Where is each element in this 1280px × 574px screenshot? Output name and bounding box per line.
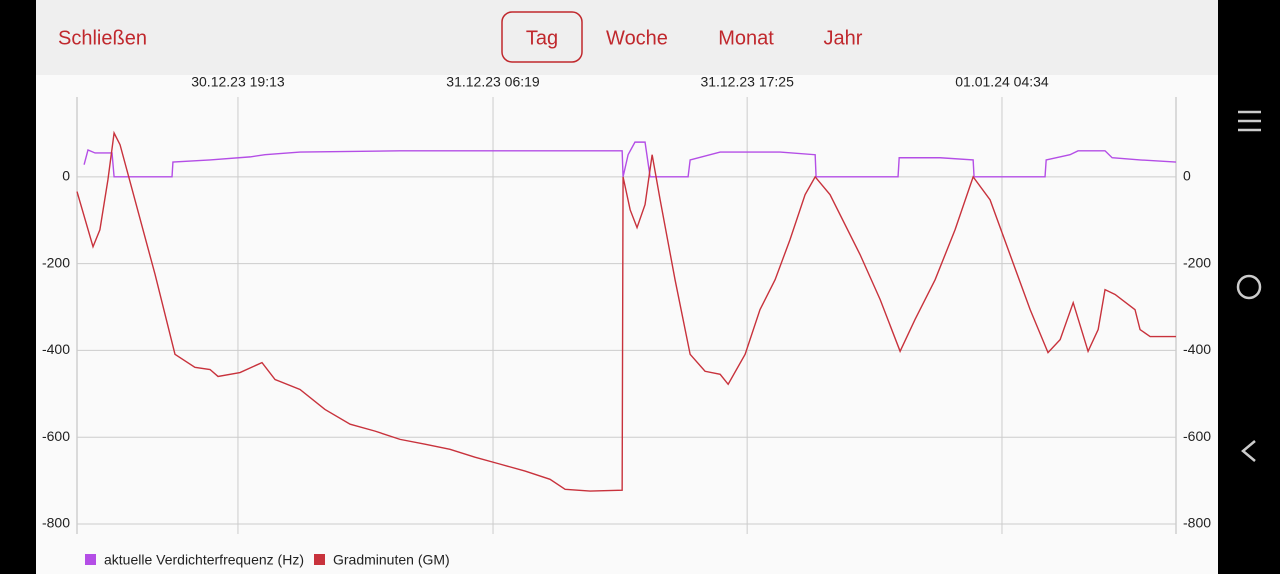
series-line <box>83 141 1177 178</box>
tab[interactable]: Tag <box>526 27 558 49</box>
x-tick-label: 31.12.23 17:25 <box>700 74 794 90</box>
legend-label: aktuelle Verdichterfrequenz (Hz) <box>104 552 304 568</box>
x-tick-label: 31.12.23 06:19 <box>446 74 540 90</box>
toolbar <box>36 0 1218 75</box>
plot: -800 -600 -400 -200 0 -800 -600 -400 -200 0 30.12.… <box>42 74 1211 568</box>
back-icon[interactable] <box>1241 440 1256 462</box>
nav-bar <box>1236 110 1262 462</box>
y2-tick-label: -800 <box>1183 515 1211 531</box>
tab-selected-border <box>501 11 583 63</box>
series-line <box>76 130 1176 492</box>
y2-tick-label: 0 <box>1183 168 1191 184</box>
y2-tick-label: -600 <box>1183 428 1211 444</box>
tab[interactable]: Woche <box>606 27 668 49</box>
close-button[interactable]: Schließen <box>58 27 147 49</box>
tab[interactable]: Monat <box>718 27 774 49</box>
x-tick-label: 01.01.24 04:34 <box>955 74 1049 90</box>
home-icon[interactable] <box>1236 274 1262 300</box>
y-tick-label: -200 <box>42 254 70 270</box>
y-tick-label: 0 <box>62 168 70 184</box>
chart-area <box>36 75 1218 574</box>
legend-label: Gradminuten (GM) <box>333 552 450 568</box>
y2-tick-label: -400 <box>1183 341 1211 357</box>
tab[interactable]: Jahr <box>824 27 863 49</box>
legend-swatch <box>314 554 325 565</box>
y-tick-label: -600 <box>42 428 70 444</box>
tab-bar: Tag Woche Monat Jahr <box>501 11 863 63</box>
y-tick-label: -800 <box>42 515 70 531</box>
legend-swatch <box>85 554 96 565</box>
x-tick-label: 30.12.23 19:13 <box>191 74 285 90</box>
y2-tick-label: -200 <box>1183 254 1211 270</box>
y-tick-label: -400 <box>42 341 70 357</box>
